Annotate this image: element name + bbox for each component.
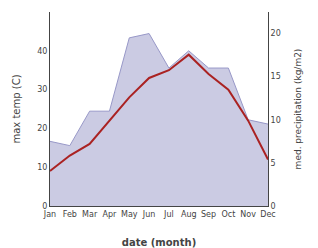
- svg-text:10: 10: [37, 163, 47, 172]
- svg-text:Dec: Dec: [260, 210, 275, 219]
- svg-text:5: 5: [271, 159, 276, 168]
- svg-text:May: May: [121, 210, 138, 219]
- svg-text:40: 40: [37, 47, 47, 56]
- svg-text:max temp (C): max temp (C): [11, 74, 22, 143]
- svg-text:20: 20: [37, 124, 47, 133]
- svg-text:Jan: Jan: [43, 210, 56, 219]
- svg-text:Feb: Feb: [63, 210, 77, 219]
- svg-text:Oct: Oct: [221, 210, 235, 219]
- svg-text:15: 15: [271, 72, 281, 81]
- svg-text:10: 10: [271, 116, 281, 125]
- svg-text:date (month): date (month): [122, 237, 196, 248]
- svg-text:Sep: Sep: [201, 210, 216, 219]
- svg-text:Apr: Apr: [103, 210, 118, 219]
- svg-text:Mar: Mar: [82, 210, 98, 219]
- svg-text:med. precipitation (kg/m2): med. precipitation (kg/m2): [293, 49, 303, 170]
- svg-text:0: 0: [271, 202, 276, 211]
- svg-text:Nov: Nov: [240, 210, 256, 219]
- svg-text:20: 20: [271, 29, 281, 38]
- svg-text:0: 0: [42, 202, 47, 211]
- svg-text:Jul: Jul: [163, 210, 174, 219]
- svg-text:30: 30: [37, 85, 47, 94]
- svg-text:Jun: Jun: [142, 210, 156, 219]
- svg-text:Aug: Aug: [181, 210, 197, 219]
